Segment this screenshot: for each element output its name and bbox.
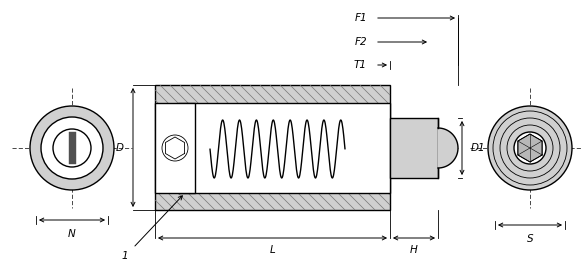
Circle shape [514, 132, 546, 164]
Circle shape [41, 117, 103, 179]
Text: L: L [269, 245, 275, 255]
Text: N: N [68, 229, 76, 239]
Circle shape [53, 129, 91, 167]
Circle shape [30, 106, 114, 190]
Bar [155, 85, 390, 210]
Bar [390, 118, 438, 178]
Polygon shape [518, 134, 542, 162]
Bar [69, 132, 76, 164]
Text: S: S [527, 234, 533, 244]
Circle shape [488, 106, 572, 190]
Circle shape [162, 135, 188, 161]
Text: D: D [116, 143, 124, 153]
Text: H: H [410, 245, 418, 255]
Bar [155, 103, 195, 193]
Text: F2: F2 [354, 37, 367, 47]
Text: T1: T1 [354, 60, 367, 70]
Bar [178, 103, 390, 193]
Text: F1: F1 [354, 13, 367, 23]
Text: 1: 1 [122, 251, 128, 261]
Polygon shape [438, 118, 458, 178]
Text: D1: D1 [471, 143, 485, 153]
